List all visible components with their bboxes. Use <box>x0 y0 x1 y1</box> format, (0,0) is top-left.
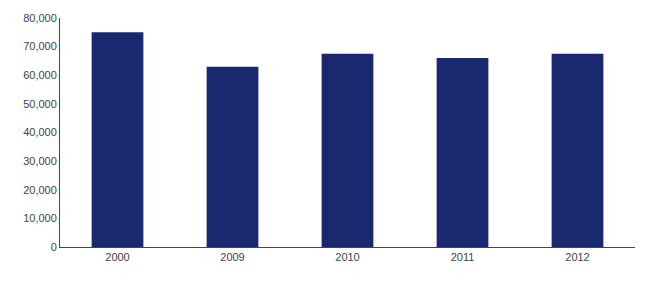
svg-text:30,000: 30,000 <box>23 155 57 167</box>
svg-text:10,000: 10,000 <box>23 212 57 224</box>
svg-text:2009: 2009 <box>220 251 244 263</box>
svg-text:40,000: 40,000 <box>23 126 57 138</box>
svg-text:2000: 2000 <box>105 251 129 263</box>
svg-text:0: 0 <box>51 241 57 253</box>
svg-text:20,000: 20,000 <box>23 184 57 196</box>
svg-text:80,000: 80,000 <box>23 12 57 24</box>
svg-text:2011: 2011 <box>451 251 475 263</box>
svg-text:2010: 2010 <box>335 251 359 263</box>
svg-text:70,000: 70,000 <box>23 40 57 52</box>
svg-text:50,000: 50,000 <box>23 98 57 110</box>
svg-text:2012: 2012 <box>565 251 589 263</box>
svg-text:60,000: 60,000 <box>23 69 57 81</box>
